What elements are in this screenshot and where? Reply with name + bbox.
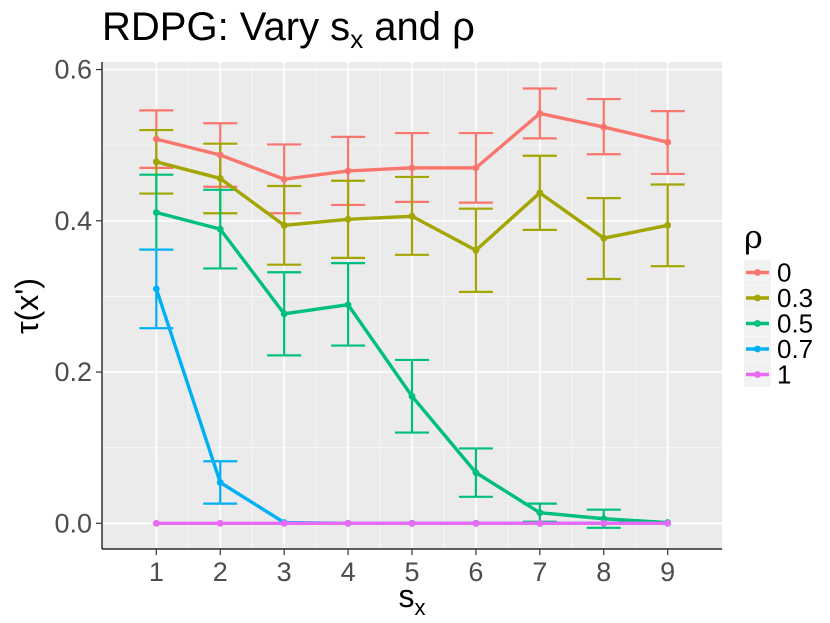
data-point-rho-0 — [536, 110, 544, 117]
data-point-rho-0-5 — [536, 509, 544, 517]
x-tick-label: 5 — [404, 557, 419, 587]
legend-label: 0 — [777, 258, 791, 288]
series-points — [152, 110, 672, 527]
data-point-rho-0-3 — [280, 221, 288, 229]
legend-item-rho-0-3: 0.3 — [744, 283, 813, 313]
data-point-rho-0-3 — [152, 158, 160, 166]
x-tick-label: 1 — [149, 557, 164, 587]
legend-key-point — [754, 294, 761, 302]
x-tick-label: 4 — [341, 557, 356, 587]
data-point-rho-0-3 — [216, 175, 224, 182]
data-point-rho-1 — [216, 519, 224, 527]
chart-title: RDPG: Vary sx and ρ — [102, 5, 475, 54]
y-axis-label: τ(x') — [9, 278, 45, 334]
y-tick-label: 0.4 — [54, 206, 92, 236]
data-point-rho-1 — [280, 519, 288, 527]
x-tick-label: 9 — [660, 557, 675, 587]
legend-key-point — [754, 269, 761, 276]
legend-label: 0.5 — [777, 309, 813, 339]
data-point-rho-1 — [536, 519, 544, 527]
legend-key-point — [754, 320, 761, 327]
data-point-rho-0 — [408, 164, 416, 172]
legend-item-rho-1: 1 — [744, 360, 791, 390]
legend-item-rho-0-7: 0.7 — [744, 334, 813, 364]
data-point-rho-0-5 — [280, 310, 288, 318]
x-tick-label: 3 — [277, 557, 292, 587]
data-point-rho-0 — [472, 164, 480, 172]
data-point-rho-0-5 — [472, 469, 480, 477]
legend: 00.30.50.71 — [744, 258, 813, 390]
data-point-rho-0-5 — [152, 209, 160, 216]
x-tick-label: 6 — [468, 557, 483, 587]
data-point-rho-0-5 — [344, 301, 352, 309]
legend-label: 0.3 — [777, 283, 813, 313]
data-point-rho-0-3 — [344, 215, 352, 223]
x-tick-label: 8 — [596, 557, 611, 587]
data-point-rho-0 — [280, 175, 288, 183]
legend-item-rho-0: 0 — [744, 258, 791, 288]
x-tick-label: 2 — [213, 557, 228, 587]
x-tick-label: 7 — [532, 557, 547, 587]
data-point-rho-1 — [664, 519, 672, 527]
data-point-rho-0-7 — [152, 285, 160, 293]
data-point-rho-1 — [408, 519, 416, 527]
data-point-rho-1 — [152, 519, 160, 527]
x-axis-label: sx — [399, 578, 426, 620]
legend-key-point — [754, 345, 761, 353]
data-point-rho-1 — [600, 519, 608, 527]
legend-title: ρ — [744, 218, 763, 256]
y-tick-label: 0.6 — [54, 55, 92, 85]
y-axis-ticks: 0.0 0.2 0.4 0.6 — [54, 55, 102, 538]
x-axis-ticks: 1 2 3 4 5 6 7 8 9 — [149, 549, 675, 587]
data-point-rho-0-5 — [408, 392, 416, 400]
data-point-rho-0-3 — [536, 189, 544, 197]
data-point-rho-1 — [344, 519, 352, 527]
data-point-rho-1 — [472, 519, 480, 527]
data-point-rho-0 — [664, 138, 672, 146]
data-point-rho-0-3 — [472, 246, 480, 254]
data-point-rho-0 — [344, 167, 352, 175]
y-tick-label: 0.0 — [54, 508, 92, 538]
data-point-rho-0-7 — [216, 479, 224, 486]
data-point-rho-0-3 — [664, 221, 672, 229]
data-point-rho-0-3 — [600, 234, 608, 242]
data-point-rho-0 — [216, 151, 224, 159]
legend-key-point — [754, 371, 761, 378]
data-point-rho-0-3 — [408, 212, 416, 220]
data-point-rho-0-5 — [216, 225, 224, 233]
legend-item-rho-0-5: 0.5 — [744, 309, 813, 339]
data-point-rho-0 — [152, 135, 160, 143]
y-tick-label: 0.2 — [54, 357, 92, 387]
data-point-rho-0 — [600, 123, 608, 131]
legend-label: 0.7 — [777, 334, 813, 364]
legend-label: 1 — [777, 360, 791, 390]
